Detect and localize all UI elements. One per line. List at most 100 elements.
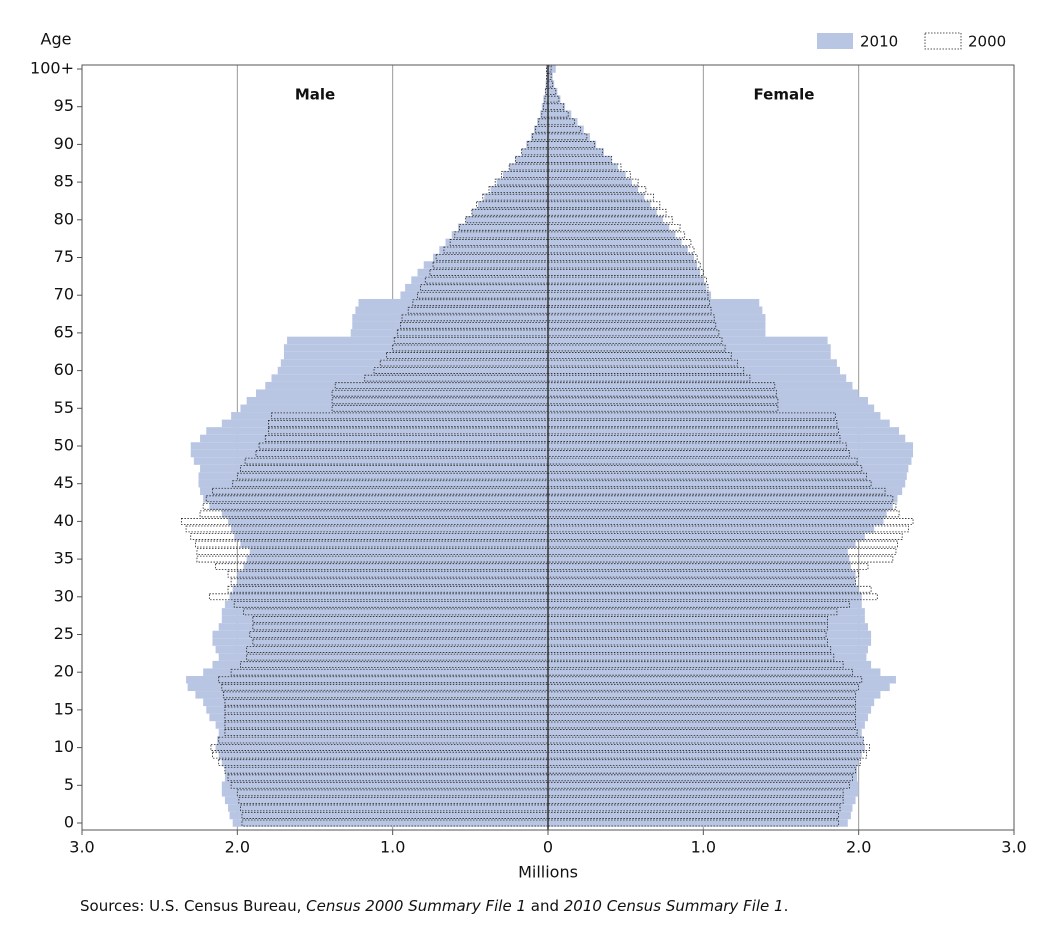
outline-bar <box>233 600 549 608</box>
outline-bar <box>185 525 549 533</box>
outline-bar <box>547 812 839 819</box>
x-tick-label: 3.0 <box>69 838 94 857</box>
bar <box>548 148 604 156</box>
bar <box>246 396 549 405</box>
bar <box>548 102 566 111</box>
bar <box>198 479 548 488</box>
bar <box>548 479 906 488</box>
outline-bar <box>547 495 894 503</box>
bar <box>221 419 549 428</box>
outline-bar <box>547 276 707 284</box>
bar <box>218 751 548 759</box>
bar <box>548 298 760 307</box>
outline-bar <box>547 540 898 548</box>
bar <box>548 517 884 526</box>
x-tick-label: 0 <box>543 838 553 857</box>
bar <box>548 223 670 232</box>
bar <box>548 532 865 541</box>
bar <box>548 758 859 767</box>
y-tick-label: 30 <box>54 586 74 605</box>
bar <box>200 487 548 496</box>
bar <box>548 608 865 616</box>
x-tick-label: 2.0 <box>225 838 250 857</box>
bar <box>246 555 549 563</box>
bar <box>548 502 893 511</box>
bar <box>209 502 548 511</box>
bar <box>548 736 864 744</box>
bar <box>548 623 868 631</box>
bar <box>228 517 548 526</box>
bar <box>224 773 548 782</box>
bar <box>548 231 676 239</box>
outline-bar <box>230 781 549 789</box>
bar <box>548 65 556 73</box>
outline-bar <box>546 65 549 73</box>
bar <box>548 562 851 571</box>
outline-bar <box>449 239 549 246</box>
x-axis-title: Millions <box>518 863 578 882</box>
bar <box>548 442 914 450</box>
outline-bar <box>547 442 847 450</box>
legend-swatch <box>817 33 853 49</box>
y-axis-title: Age <box>41 30 72 49</box>
outline-bar <box>208 593 549 601</box>
y-tick-label: 75 <box>54 247 74 266</box>
bar <box>548 789 859 797</box>
bar <box>195 691 549 699</box>
bar <box>548 434 906 443</box>
bar <box>217 736 548 744</box>
outline-bar <box>547 668 853 676</box>
outline-bar <box>547 427 839 435</box>
bar <box>221 615 549 624</box>
bar <box>548 246 688 254</box>
bar <box>405 283 548 292</box>
bar <box>224 766 548 774</box>
source-part: Sources: U.S. Census Bureau, <box>80 897 306 915</box>
bar <box>221 781 549 790</box>
bar <box>548 449 914 458</box>
bar <box>445 238 548 247</box>
source-note: Sources: U.S. Census Bureau, Census 2000… <box>80 897 788 915</box>
outline-bar <box>547 819 839 827</box>
outline-bar <box>488 186 549 194</box>
x-tick-label: 2.0 <box>846 838 871 857</box>
bar <box>232 819 548 827</box>
bar <box>509 163 548 171</box>
outline-bar <box>521 148 549 156</box>
bar <box>548 253 695 262</box>
bar <box>548 585 859 594</box>
y-tick-label: 25 <box>54 624 74 643</box>
bar <box>548 547 848 556</box>
outline-bar <box>547 329 720 337</box>
outline-bar <box>547 420 838 427</box>
bar <box>352 321 548 330</box>
outline-bar <box>424 276 549 284</box>
source-part: . <box>784 897 789 915</box>
bar <box>465 216 548 224</box>
bar <box>198 472 548 480</box>
bar <box>400 291 548 299</box>
male-label: Male <box>295 86 335 104</box>
bar <box>433 253 548 262</box>
bar <box>548 351 831 360</box>
bar <box>548 593 862 601</box>
bar <box>548 276 704 284</box>
y-tick-label: 20 <box>54 662 74 681</box>
bar <box>548 404 875 413</box>
bar <box>548 773 858 782</box>
bar <box>534 125 548 134</box>
outline-bar <box>224 698 549 706</box>
y-tick-label: 70 <box>54 285 74 304</box>
outline-bar <box>224 729 549 736</box>
female-label: Female <box>754 86 815 104</box>
bar <box>548 645 868 654</box>
bar <box>203 495 548 503</box>
bar <box>484 193 548 201</box>
bar <box>215 743 548 752</box>
bar <box>548 464 909 473</box>
outline-bar <box>230 668 549 676</box>
outline-bar <box>547 306 712 314</box>
bar <box>548 577 856 586</box>
bar <box>548 80 555 88</box>
